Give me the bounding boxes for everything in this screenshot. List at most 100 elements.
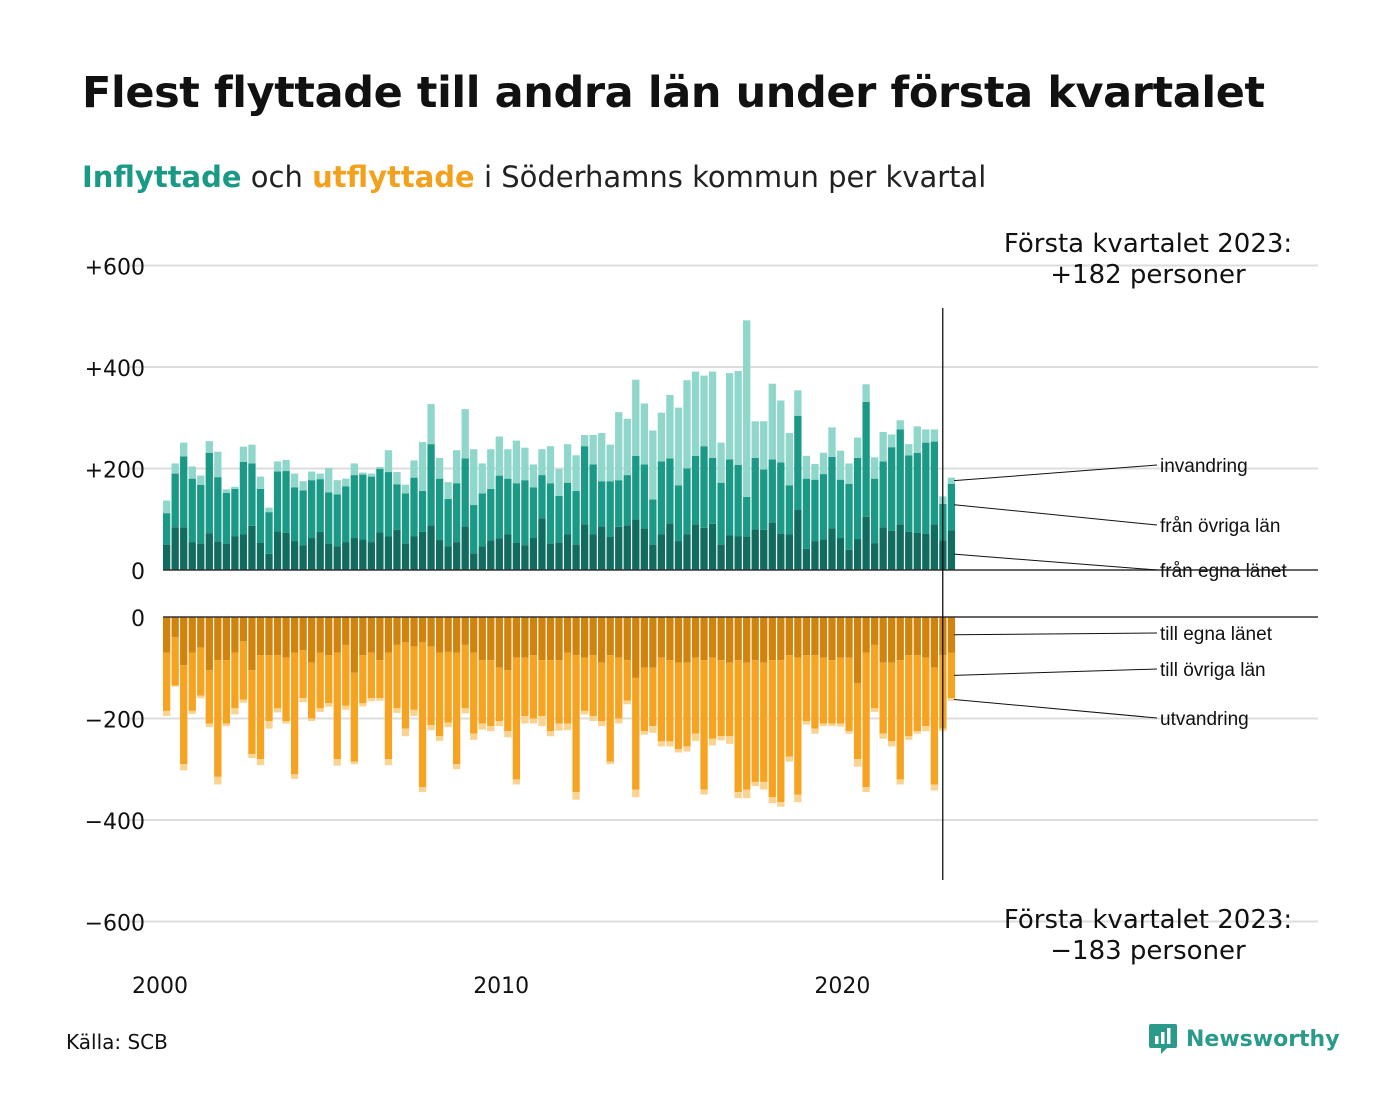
- bar-out-other: [410, 646, 418, 710]
- bar-in-own: [896, 524, 904, 570]
- x-tick-label: 2020: [814, 974, 870, 999]
- bar-in-own: [342, 542, 350, 570]
- bar-in-immig: [598, 432, 606, 482]
- bar-out-own: [214, 617, 222, 661]
- bar-in-own: [478, 546, 486, 570]
- bar-out-own: [580, 617, 589, 658]
- bar-in-immig: [589, 435, 597, 465]
- bar-in-own: [435, 540, 444, 570]
- bar-out-own: [325, 617, 333, 656]
- y-tick-label: +400: [85, 357, 145, 382]
- layer-leader-line: [954, 698, 1158, 719]
- bar-out-own: [666, 617, 674, 661]
- bar-in-immig: [333, 480, 341, 495]
- bar-in-other: [470, 505, 478, 554]
- bar-out-emig: [845, 731, 853, 734]
- bar-out-own: [504, 617, 512, 671]
- bar-out-emig: [453, 764, 461, 770]
- bar-in-immig: [700, 375, 708, 447]
- bar-in-own: [615, 526, 623, 570]
- bar-out-own: [444, 617, 452, 652]
- bar-in-other: [512, 483, 521, 543]
- bar-in-immig: [623, 418, 631, 476]
- bar-out-other: [896, 660, 904, 780]
- bar-out-other: [819, 657, 828, 724]
- bar-out-other: [453, 652, 461, 765]
- bar-out-own: [418, 617, 427, 643]
- bar-in-other: [453, 483, 461, 543]
- bar-out-emig: [273, 708, 282, 713]
- axis-lines: [163, 569, 1318, 618]
- bar-in-own: [777, 533, 785, 570]
- bar-in-other: [819, 474, 828, 540]
- bar-in-own: [248, 525, 256, 570]
- layer-label: till övriga län: [1160, 660, 1266, 681]
- bar-out-own: [862, 617, 870, 653]
- bar-out-other: [163, 652, 171, 711]
- x-tick-label: 2010: [473, 974, 529, 999]
- bar-in-other: [905, 455, 913, 532]
- bar-out-emig: [290, 774, 299, 779]
- bar-out-own: [197, 617, 205, 648]
- bar-in-immig: [197, 475, 205, 485]
- bar-in-own: [725, 535, 734, 570]
- bar-out-other: [777, 660, 785, 803]
- bar-out-other: [785, 655, 793, 757]
- bar-in-own: [870, 543, 879, 570]
- bar-in-immig: [785, 432, 793, 486]
- bar-in-other: [529, 487, 538, 539]
- bar-out-other: [546, 660, 555, 732]
- bar-in-own: [384, 536, 393, 570]
- bar-in-immig: [308, 471, 316, 481]
- bar-out-other: [222, 660, 231, 724]
- bar-in-immig: [376, 466, 384, 470]
- bar-out-emig: [828, 723, 836, 727]
- bar-out-own: [725, 617, 734, 663]
- layer-label: från egna länet: [1160, 561, 1287, 582]
- bar-out-own: [879, 617, 887, 663]
- bar-in-other: [333, 494, 341, 547]
- bar-out-emig: [598, 721, 606, 727]
- bar-out-emig: [333, 759, 341, 766]
- bar-in-other: [657, 461, 666, 535]
- bar-in-other: [180, 456, 188, 528]
- bar-in-immig: [947, 477, 956, 484]
- annotations: Första kvartalet 2023:+182 personerFörst…: [942, 229, 1292, 966]
- bar-in-immig: [734, 371, 742, 465]
- bar-in-own: [180, 527, 188, 570]
- bar-out-own: [248, 617, 256, 671]
- bar-in-immig: [845, 463, 853, 484]
- bar-in-other: [308, 480, 316, 539]
- bar-in-own: [930, 524, 938, 570]
- bar-in-immig: [802, 455, 811, 479]
- bar-out-other: [180, 665, 188, 765]
- bar-in-other: [649, 499, 657, 545]
- bar-in-immig: [529, 464, 538, 488]
- bar-in-other: [546, 483, 555, 544]
- bar-out-other: [231, 652, 239, 709]
- bar-out-other: [683, 662, 691, 747]
- bar-in-own: [171, 527, 179, 570]
- bar-out-other: [435, 652, 444, 737]
- bar-in-own: [393, 529, 401, 570]
- bar-out-emig: [751, 781, 759, 786]
- bar-out-other: [768, 660, 776, 798]
- bar-in-own: [376, 532, 384, 570]
- bar-in-own: [290, 541, 299, 570]
- bar-out-emig: [785, 756, 793, 762]
- bar-in-other: [734, 464, 742, 537]
- bar-out-own: [615, 617, 623, 658]
- bar-in-own: [632, 519, 640, 570]
- bar-in-immig: [879, 431, 887, 462]
- bar-in-immig: [256, 476, 265, 489]
- bar-out-emig: [691, 733, 700, 741]
- bar-out-own: [794, 617, 802, 658]
- bar-in-immig: [367, 473, 376, 477]
- bar-in-own: [538, 518, 546, 570]
- bar-out-other: [922, 657, 930, 727]
- bar-out-own: [265, 617, 273, 656]
- annotation-top-line2: +182 personer: [1050, 260, 1246, 290]
- bar-out-other: [393, 644, 401, 709]
- bar-in-other: [794, 415, 802, 510]
- bar-in-immig: [922, 429, 930, 443]
